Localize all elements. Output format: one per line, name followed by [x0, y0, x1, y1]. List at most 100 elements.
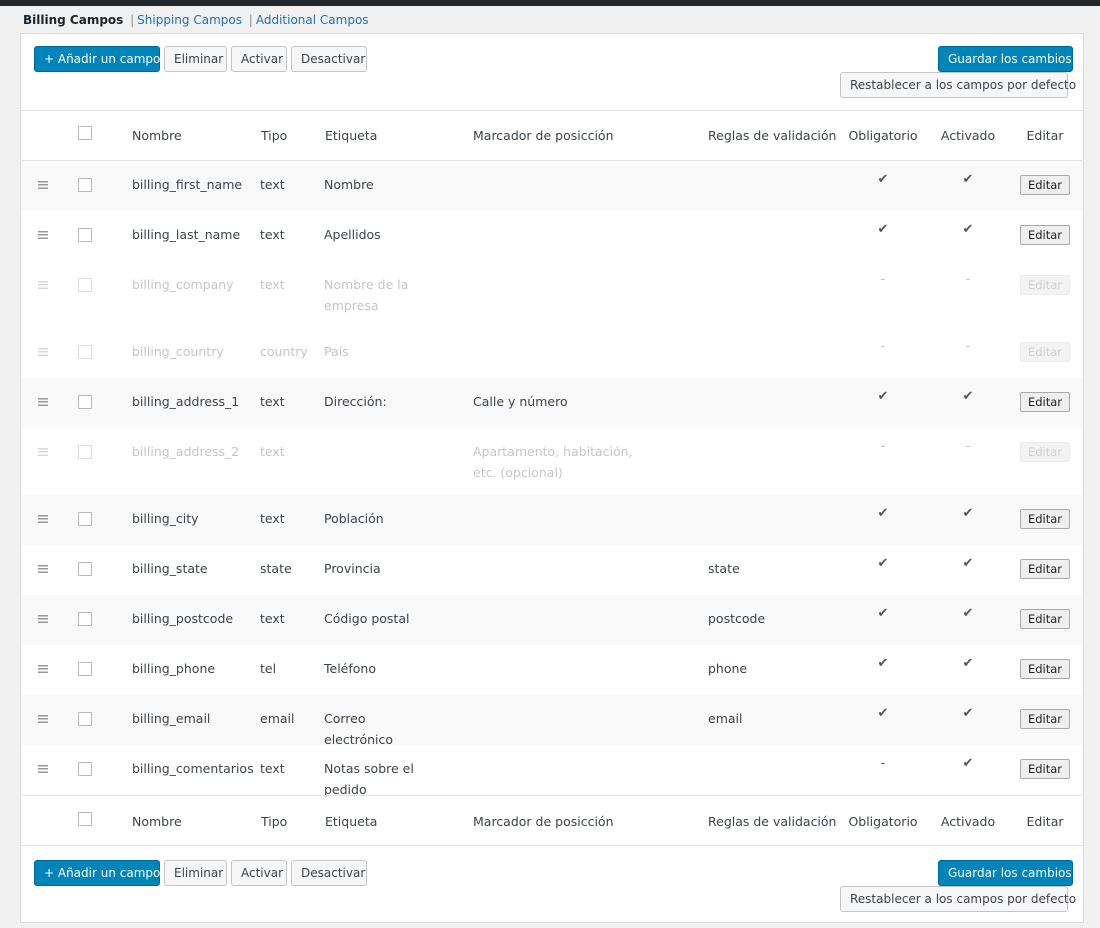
table-row: billing_address_1 text Dirección: Calle y n…	[21, 378, 1083, 428]
drag-handle-icon[interactable]	[38, 515, 48, 523]
drag-handle-icon[interactable]	[38, 281, 48, 289]
column-header-placeholder: Marcador de posicción	[473, 128, 614, 143]
drag-handle-icon[interactable]	[38, 665, 48, 673]
row-checkbox[interactable]	[78, 345, 92, 359]
delete-button[interactable]: Eliminar	[164, 46, 227, 72]
activate-button-bottom[interactable]: Activar	[231, 860, 287, 886]
field-label: Nombre de la empresa	[324, 277, 409, 313]
drag-handle-icon[interactable]	[38, 398, 48, 406]
row-checkbox[interactable]	[78, 395, 92, 409]
deactivate-button[interactable]: Desactivar	[291, 46, 367, 72]
required-check-icon: ✔	[877, 656, 889, 671]
drag-handle-icon[interactable]	[38, 448, 48, 456]
subnav-link-additional[interactable]: Additional Campos	[255, 13, 369, 27]
enabled-check-icon: ✔	[962, 656, 974, 671]
field-name: billing_city	[132, 511, 199, 526]
field-type: text	[260, 394, 285, 409]
field-placeholder: Calle y número	[473, 394, 568, 409]
row-checkbox[interactable]	[78, 712, 92, 726]
edit-field-button[interactable]: Editar	[1020, 509, 1070, 529]
column-footer-type: Tipo	[261, 814, 288, 829]
enabled-check-icon: ✔	[962, 506, 974, 521]
edit-field-button[interactable]: Editar	[1020, 392, 1070, 412]
required-check-icon: ✔	[877, 389, 889, 404]
deactivate-button-bottom[interactable]: Desactivar	[291, 860, 367, 886]
column-header-edit: Editar	[1026, 128, 1064, 143]
drag-handle-icon[interactable]	[38, 715, 48, 723]
field-label: Notas sobre el pedido	[324, 761, 414, 797]
field-name: billing_state	[132, 561, 208, 576]
row-checkbox[interactable]	[78, 228, 92, 242]
field-label: Población	[324, 511, 384, 526]
column-header-label: Etiqueta	[325, 128, 378, 143]
drag-handle-icon[interactable]	[38, 615, 48, 623]
edit-field-button[interactable]: Editar	[1020, 559, 1070, 579]
subnav-separator: |	[248, 13, 253, 27]
drag-handle-icon[interactable]	[38, 565, 48, 573]
edit-field-button[interactable]: Editar	[1020, 609, 1070, 629]
save-changes-button-bottom[interactable]: Guardar los cambios	[938, 860, 1073, 886]
select-all-checkbox-footer[interactable]	[78, 812, 92, 826]
column-footer-required: Obligatorio	[848, 814, 918, 829]
save-changes-button[interactable]: Guardar los cambios	[938, 46, 1073, 72]
field-name: billing_address_2	[132, 444, 240, 459]
row-checkbox[interactable]	[78, 662, 92, 676]
table-row: billing_country country País - - Editar	[21, 328, 1083, 378]
divider	[20, 110, 1084, 111]
row-checkbox[interactable]	[78, 562, 92, 576]
table-row: billing_last_name text Apellidos ✔ ✔ Editar	[21, 211, 1083, 261]
drag-handle-icon[interactable]	[38, 348, 48, 356]
field-name: billing_address_1	[132, 394, 240, 409]
drag-handle-icon[interactable]	[38, 765, 48, 773]
edit-field-button[interactable]: Editar	[1020, 275, 1070, 295]
field-validation: state	[708, 561, 740, 576]
edit-field-button[interactable]: Editar	[1020, 442, 1070, 462]
edit-field-button[interactable]: Editar	[1020, 175, 1070, 195]
enabled-check-icon: ✔	[962, 172, 974, 187]
field-type: tel	[260, 661, 277, 676]
required-check-icon: -	[880, 439, 886, 454]
edit-field-button[interactable]: Editar	[1020, 225, 1070, 245]
delete-button-bottom[interactable]: Eliminar	[164, 860, 227, 886]
add-field-button-bottom[interactable]: + Añadir un campo	[34, 860, 160, 886]
enabled-check-icon: -	[965, 439, 971, 454]
required-check-icon: ✔	[877, 606, 889, 621]
field-name: billing_company	[132, 277, 234, 292]
field-name: billing_country	[132, 344, 224, 359]
row-checkbox[interactable]	[78, 278, 92, 292]
column-footer-placeholder: Marcador de posicción	[473, 814, 614, 829]
field-label: Nombre	[324, 177, 374, 192]
field-name: billing_postcode	[132, 611, 234, 626]
subnav-link-shipping[interactable]: Shipping Campos	[137, 13, 242, 27]
row-checkbox[interactable]	[78, 612, 92, 626]
table-row: billing_first_name text Nombre ✔ ✔ Editar	[21, 161, 1083, 211]
subnav-current-billing: Billing Campos	[23, 13, 124, 27]
table-row: billing_comentarios text Notas sobre el pe…	[21, 745, 1083, 797]
field-type: country	[260, 344, 308, 359]
row-checkbox[interactable]	[78, 445, 92, 459]
column-header-enabled: Activado	[940, 128, 996, 143]
table-row: billing_address_2 text Apartamento, habita…	[21, 428, 1083, 495]
activate-button[interactable]: Activar	[231, 46, 287, 72]
drag-handle-icon[interactable]	[38, 181, 48, 189]
reset-defaults-button[interactable]: Restablecer a los campos por defecto	[840, 72, 1076, 98]
row-checkbox[interactable]	[78, 178, 92, 192]
row-checkbox[interactable]	[78, 512, 92, 526]
edit-field-button[interactable]: Editar	[1020, 659, 1070, 679]
enabled-check-icon: ✔	[962, 222, 974, 237]
reset-defaults-button-bottom[interactable]: Restablecer a los campos por defecto	[840, 886, 1076, 912]
select-all-checkbox[interactable]	[78, 126, 92, 140]
field-label: Teléfono	[324, 661, 376, 676]
table-row: billing_city text Población ✔ ✔ Editar	[21, 495, 1083, 545]
table-row: billing_state state Provincia state ✔ ✔ Editar	[21, 545, 1083, 595]
add-field-button[interactable]: + Añadir un campo	[34, 46, 160, 72]
drag-handle-icon[interactable]	[38, 231, 48, 239]
field-label: Dirección:	[324, 394, 387, 409]
row-checkbox[interactable]	[78, 762, 92, 776]
divider	[20, 160, 1084, 161]
edit-field-button[interactable]: Editar	[1020, 342, 1070, 362]
table-row: billing_phone tel Teléfono phone ✔ ✔ Editar	[21, 645, 1083, 695]
edit-field-button[interactable]: Editar	[1020, 759, 1070, 779]
edit-field-button[interactable]: Editar	[1020, 709, 1070, 729]
field-placeholder: Apartamento, habitación, etc. (opcional)	[473, 444, 633, 480]
